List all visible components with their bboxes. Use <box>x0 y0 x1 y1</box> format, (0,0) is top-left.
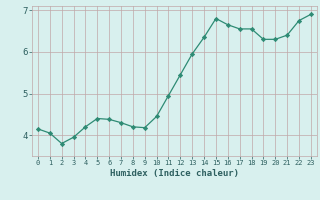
X-axis label: Humidex (Indice chaleur): Humidex (Indice chaleur) <box>110 169 239 178</box>
